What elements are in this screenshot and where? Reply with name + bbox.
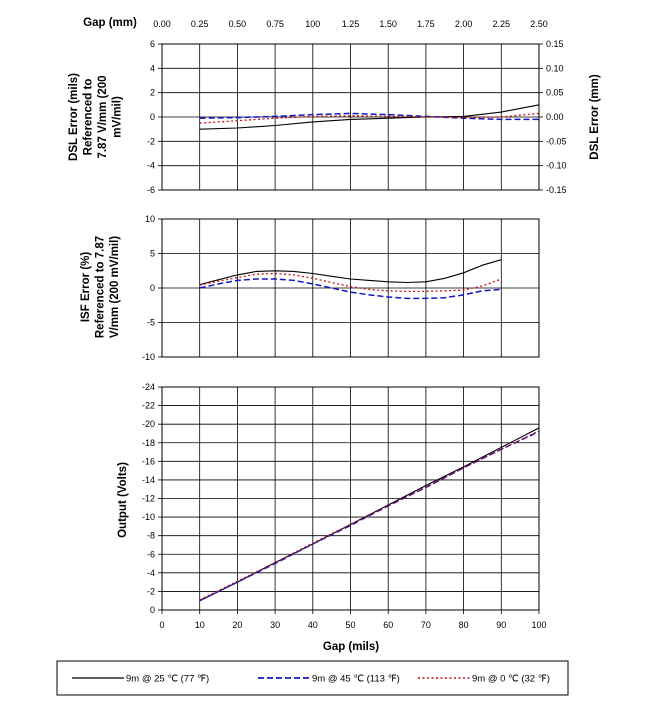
- bottom-x-tick-label: 60: [383, 620, 393, 630]
- isf-y-tick-label: 10: [145, 214, 155, 224]
- isf-series-3-line: [199, 272, 502, 293]
- isf-series-2-line: [199, 278, 502, 300]
- out-y-tick-label: -24: [142, 382, 155, 392]
- out-y-tick-label: 0: [150, 605, 155, 615]
- isf-series-1-line: [199, 259, 502, 286]
- bottom-x-tick-label: 100: [531, 620, 546, 630]
- dsl-right-tick-label: 0.15: [546, 39, 564, 49]
- isf-y-axis-label-line: V/mm (200 mV/mil): [109, 236, 121, 338]
- dsl-right-tick-label: 0.10: [546, 63, 564, 73]
- top-x-tick-label: 2.00: [455, 19, 473, 29]
- out-y-tick-label: -10: [142, 512, 155, 522]
- out-series-2-line: [199, 430, 540, 602]
- bottom-x-tick-label: 80: [459, 620, 469, 630]
- bottom-x-tick-label: 90: [496, 620, 506, 630]
- dsl-y-tick-label: 0: [150, 112, 155, 122]
- dsl-y-tick-label: -2: [147, 136, 155, 146]
- dsl-right-tick-label: 0.00: [546, 112, 564, 122]
- legend-label-3: 9m @ 0 ℃ (32 ℉): [472, 674, 550, 685]
- out-series-3-line: [199, 430, 540, 601]
- bottom-x-tick-label: 50: [345, 620, 355, 630]
- out-y-tick-label: -4: [147, 568, 155, 578]
- out-y-tick-label: -16: [142, 456, 155, 466]
- dsl-right-tick-label: -0.05: [546, 136, 567, 146]
- bottom-x-tick-label: 20: [232, 620, 242, 630]
- dsl-series-2-line: [199, 112, 539, 121]
- top-x-tick-label: 2.50: [530, 19, 548, 29]
- out-y-tick-label: -6: [147, 549, 155, 559]
- bottom-x-tick-label: 10: [195, 620, 205, 630]
- top-x-tick-label: 0.50: [229, 19, 247, 29]
- isf-y-tick-label: -10: [142, 352, 155, 362]
- dsl-y-axis-label-line: 7.87 V/mm (200: [97, 75, 109, 158]
- isf-y-tick-label: 0: [150, 283, 155, 293]
- isf-y-tick-label: -5: [147, 318, 155, 328]
- dsl-y-axis-label: DSL Error (mils) Referenced to 7.87 V/mm (…: [68, 73, 124, 161]
- top-x-tick-label: 0.00: [153, 19, 171, 29]
- legend: 9m @ 25 ℃ (77 ℉) 9m @ 45 ℃ (113 ℉) 9m @ 0 …: [56, 660, 569, 696]
- top-x-tick-label: 0.25: [191, 19, 209, 29]
- dsl-y-tick-label: -4: [147, 161, 155, 171]
- dsl-right-tick-label: -0.10: [546, 161, 567, 171]
- top-x-tick-label: 100: [305, 19, 320, 29]
- top-x-tick-label: 1.75: [417, 19, 435, 29]
- dsl-y-axis-label-line: mV/mil): [112, 96, 124, 138]
- out-y-tick-label: -22: [142, 401, 155, 411]
- out-y-tick-label: -8: [147, 531, 155, 541]
- bottom-x-tick-label: 0: [159, 620, 164, 630]
- legend-label-1: 9m @ 25 ℃ (77 ℉): [126, 674, 209, 685]
- dsl-right-axis-label: DSL Error (mm): [589, 74, 601, 160]
- top-x-tick-label: 1.25: [342, 19, 360, 29]
- dsl-error-panel: 6 4 2 0 -2 -4 -6 0.00 0.25 0.50 0.75 100 1.25 1.50 1.7…: [68, 19, 567, 195]
- isf-y-axis-label: ISF Error (%) Referenced to 7.87 V/mm (200…: [80, 236, 121, 338]
- dsl-y-tick-label: 2: [150, 88, 155, 98]
- dsl-right-tick-label: 0.05: [546, 88, 564, 98]
- out-y-tick-label: -2: [147, 586, 155, 596]
- isf-y-axis-label-line: ISF Error (%): [80, 252, 92, 322]
- output-volts-panel: -24-22-20-18-16-14-12-10-8-6-4-200 10 20 30…: [142, 382, 547, 630]
- dsl-y-axis-label-line: DSL Error (mils): [68, 73, 80, 161]
- legend-box: [56, 660, 569, 696]
- dsl-right-tick-label: -0.15: [546, 185, 567, 195]
- isf-y-axis-label-line: Referenced to 7.87: [95, 236, 107, 338]
- bottom-x-tick-label: 30: [270, 620, 280, 630]
- top-x-tick-label: 0.75: [266, 19, 284, 29]
- isf-y-tick-label: 5: [150, 249, 155, 259]
- dsl-series-1-line: [199, 104, 540, 130]
- dsl-y-tick-label: -6: [147, 185, 155, 195]
- out-y-tick-label: -12: [142, 494, 155, 504]
- legend-label-2: 9m @ 45 ℃ (113 ℉): [312, 674, 400, 685]
- bottom-x-tick-label: 40: [308, 620, 318, 630]
- top-x-tick-label: 2.25: [493, 19, 511, 29]
- bottom-x-tick-label: 70: [421, 620, 431, 630]
- bottom-x-axis-label: Gap (mils): [323, 641, 379, 653]
- out-y-tick-label: -14: [142, 475, 155, 485]
- top-axis-label: Gap (mm): [83, 17, 137, 29]
- dsl-y-tick-label: 4: [150, 63, 155, 73]
- out-y-tick-label: -20: [142, 419, 155, 429]
- isf-error-panel: 10 5 0 -5 -10 ISF Error (%) Referenced to 7.87…: [80, 214, 540, 362]
- dsl-y-axis-label-line: Referenced to: [83, 79, 95, 156]
- top-x-tick-label: 1.50: [379, 19, 397, 29]
- out-y-tick-label: -18: [142, 438, 155, 448]
- dsl-y-tick-label: 6: [150, 39, 155, 49]
- output-y-axis-label: Output (Volts): [117, 462, 129, 538]
